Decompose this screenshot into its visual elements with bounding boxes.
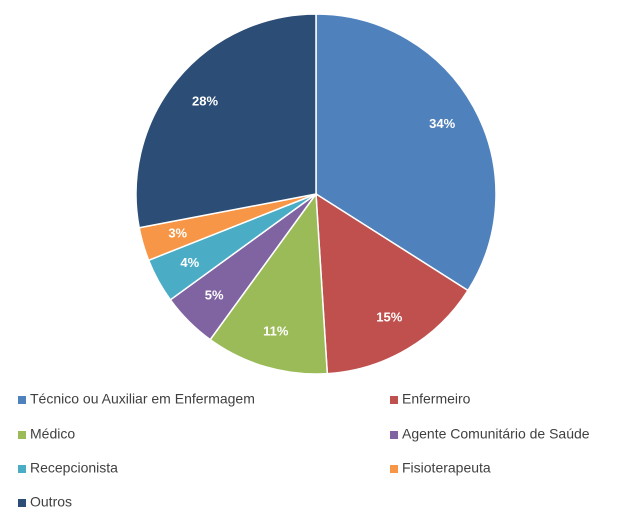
legend-label: Enfermeiro [402,391,471,407]
legend-marker [18,465,26,473]
data-label: 4% [180,255,199,270]
pie-slice [209,191,329,375]
data-label: 34% [429,116,455,131]
legend-marker [18,499,26,507]
legend-label: Técnico ou Auxiliar em Enfermagem [30,391,255,407]
pie-slice [315,192,470,375]
data-label: 5% [205,287,224,302]
legend-marker [18,396,26,404]
legend-marker [390,465,398,473]
pie-slice [315,13,497,292]
data-label: 3% [168,226,187,241]
legend-label: Agente Comunitário de Saúde [402,426,590,442]
data-label: 28% [192,94,218,109]
pie-slice [135,13,317,229]
legend-label: Médico [30,426,75,442]
legend-label: Outros [30,494,72,510]
data-label: 11% [263,324,289,339]
legend-marker [18,431,26,439]
data-label: 15% [376,309,402,324]
legend-marker [390,431,398,439]
legend-label: Fisioterapeuta [402,460,491,476]
legend-marker [390,396,398,404]
legend-label: Recepcionista [30,460,118,476]
